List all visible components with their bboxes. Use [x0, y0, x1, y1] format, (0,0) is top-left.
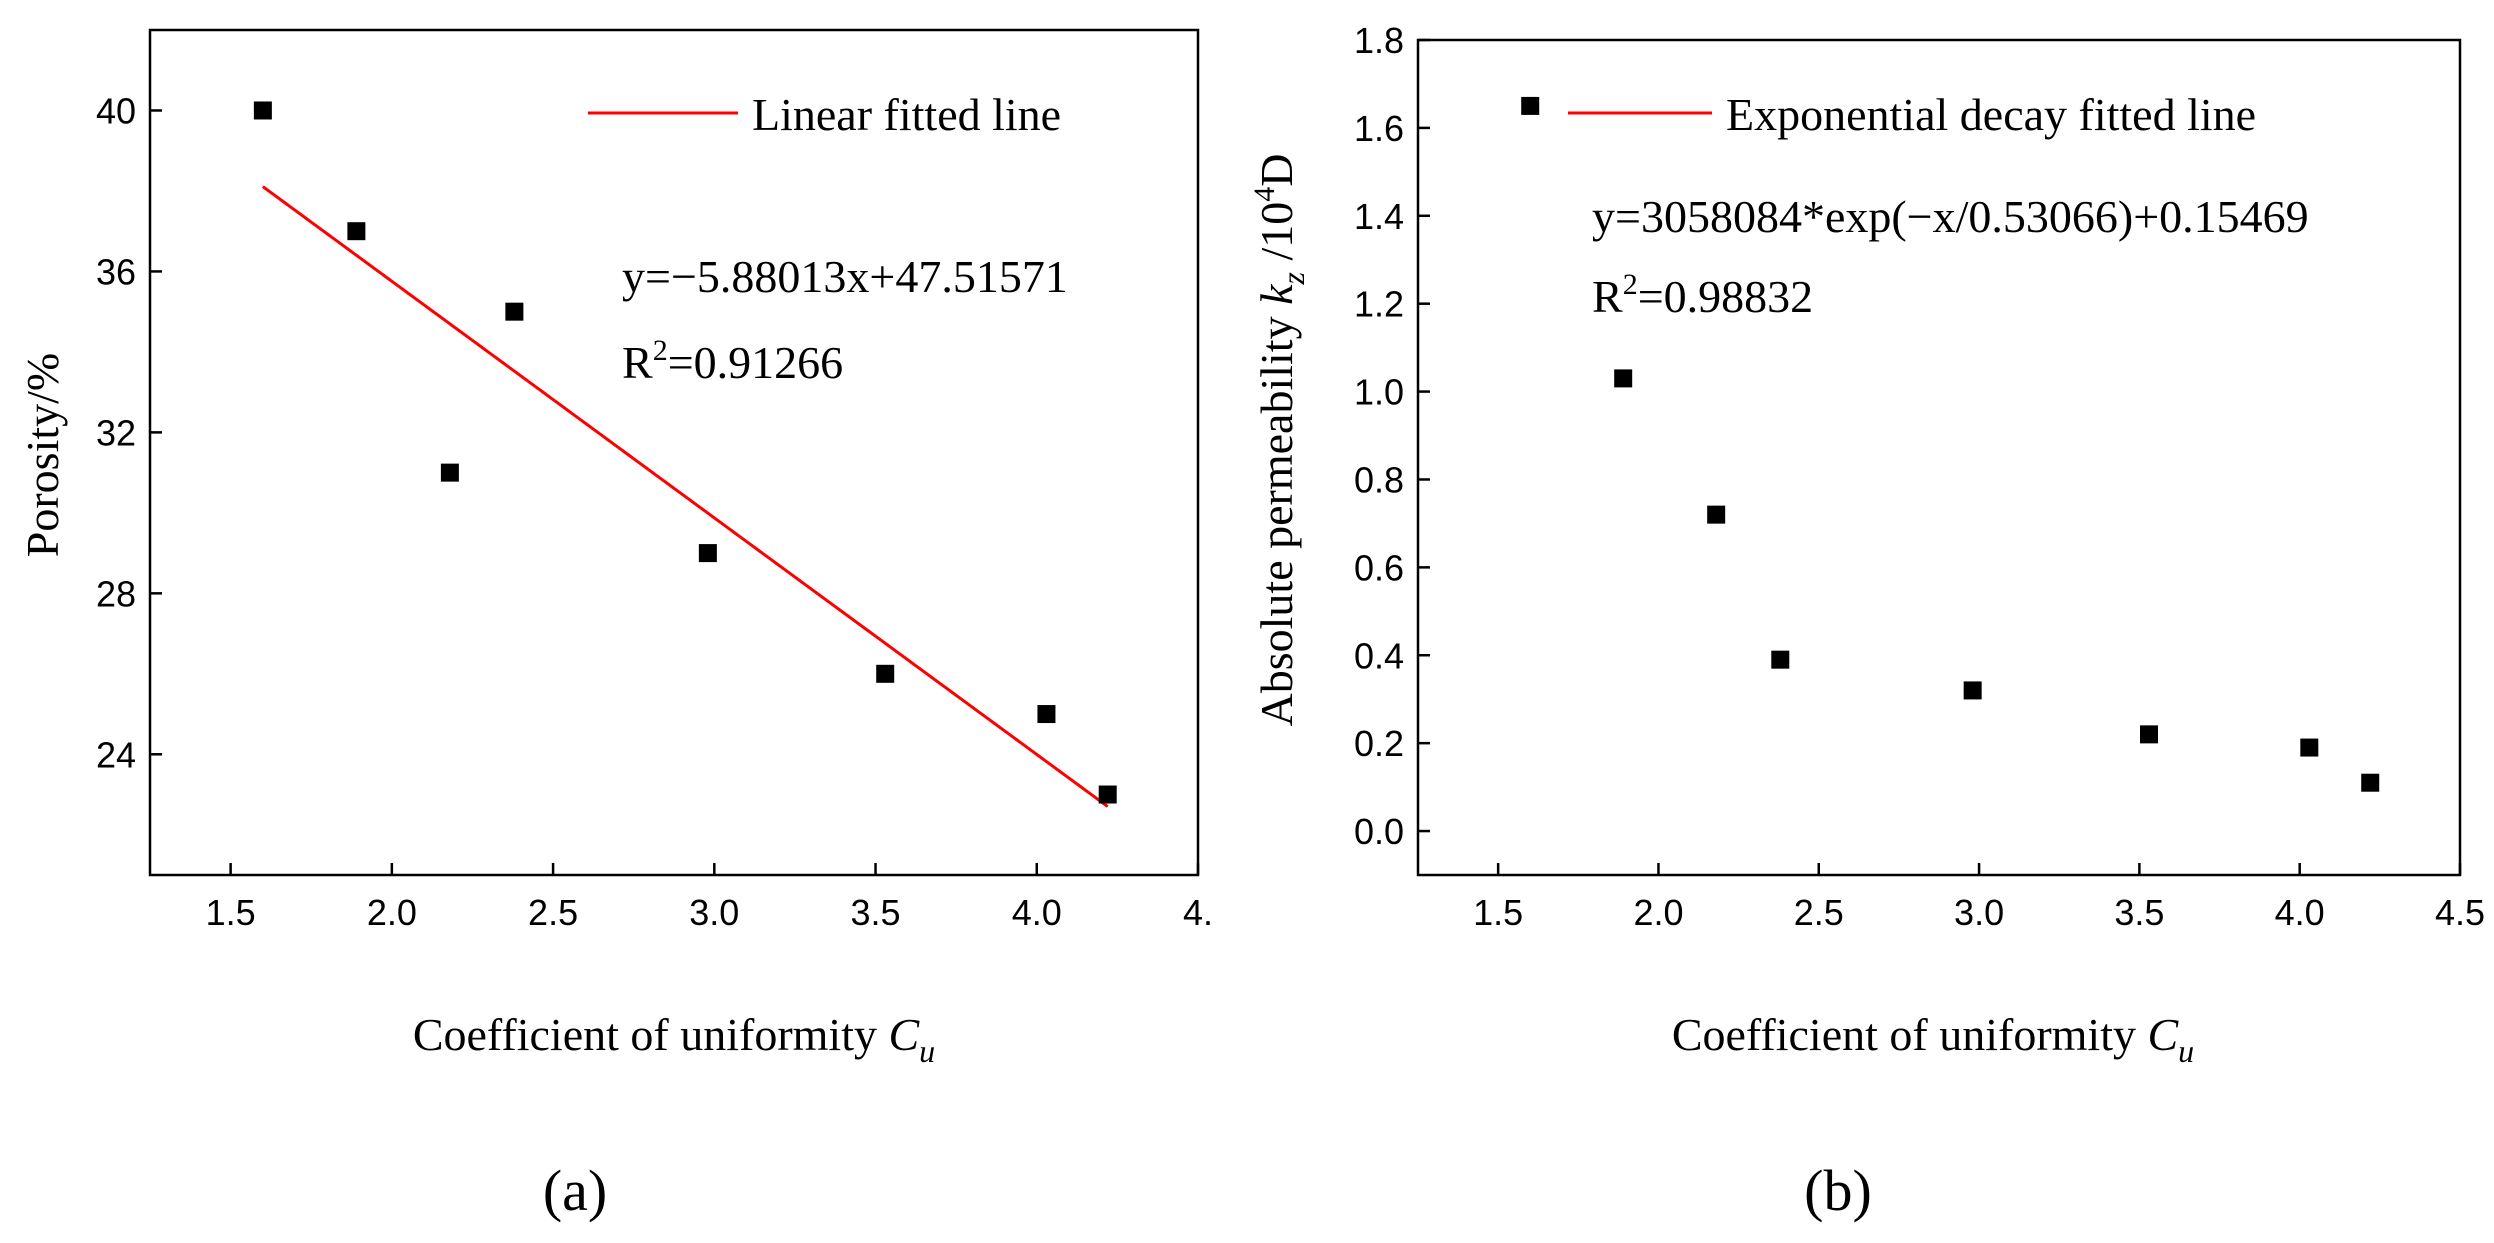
panel-a-x-tick-label: 4.: [1183, 892, 1213, 933]
panel-a-label: (a): [543, 1158, 607, 1223]
panel-b-y-tick-label: 1.4: [1354, 196, 1404, 237]
panel-a-x-tick-label: 3.5: [851, 892, 901, 933]
panel-b-legend-label: Exponential decay fitted line: [1726, 89, 2256, 140]
panel-b-data-point: [1771, 650, 1790, 669]
panel-a-y-tick-label: 40: [96, 90, 136, 131]
panel-a-points: [253, 101, 1117, 804]
panel-b-data-point: [2140, 725, 2159, 744]
panel-a-fit-layer: [261, 185, 1109, 808]
panel-a: 1.5 2.0 2.5 3.0 3.5 4.0 4. 24 28 32 36 40 Linear f…: [17, 28, 1213, 1223]
panel-a-x-tick-label: 2.5: [528, 892, 578, 933]
panel-a-x-tick-label: 4.0: [1012, 892, 1062, 933]
panel-b-plot-frame: [1416, 38, 2462, 877]
panel-a-x-tick-label: 3.0: [689, 892, 739, 933]
panel-b-data-point: [1963, 681, 1982, 700]
panel-b-ylabel-unit-suffix: D: [1251, 154, 1302, 187]
panel-a-r2-prefix: R: [622, 337, 653, 388]
panel-b-data-point: [2361, 773, 2380, 792]
panel-b-y-tick-label: 0.4: [1354, 635, 1404, 676]
panel-a-legend-label: Linear fitted line: [752, 89, 1061, 140]
panel-b-x-tick-label: 3.0: [1954, 892, 2004, 933]
panel-b-x-tick-label: 2.5: [1794, 892, 1844, 933]
panel-b-ylabel-symbol: k: [1251, 283, 1302, 305]
panel-b-x-axis-title: Coefficient of uniformity Cu: [1672, 1009, 2194, 1069]
panel-b-y-ticks: 0.0 0.2 0.4 0.6 0.8 1.0 1.2 1.4 1.6 1.8: [1354, 20, 1430, 852]
panel-a-data-point: [1037, 705, 1056, 724]
panel-b-label: (b): [1804, 1158, 1872, 1223]
panel-a-y-tick-label: 24: [96, 734, 136, 775]
panel-b-ylabel-text: Absolute permeability: [1251, 305, 1302, 727]
panel-a-xlabel-symbol: C: [888, 1009, 920, 1060]
panel-a-fit-line: [261, 185, 1109, 808]
panel-a-x-ticks: 1.5 2.0 2.5 3.0 3.5 4.0 4.: [206, 863, 1213, 933]
panel-a-y-tick-label: 36: [96, 251, 136, 292]
panel-a-data-point: [253, 101, 272, 120]
panel-b-r2-prefix: R: [1592, 271, 1623, 322]
panel-b-x-tick-label: 3.5: [2114, 892, 2164, 933]
panel-a-r2-sup: 2: [653, 334, 668, 367]
panel-b-r-squared: R2=0.98832: [1592, 268, 1813, 322]
panel-b-xlabel-sub: u: [2178, 1033, 2194, 1069]
panel-a-x-tick-label: 2.0: [367, 892, 417, 933]
panel-a-data-point: [698, 544, 717, 563]
panel-b-r2-value: =0.98832: [1638, 271, 1813, 322]
panel-b-y-tick-label: 1.2: [1354, 284, 1404, 325]
panel-b-xlabel-symbol: C: [2147, 1009, 2179, 1060]
panel-a-x-axis-title: Coefficient of uniformity Cu: [413, 1009, 935, 1069]
panel-a-xlabel-sub: u: [919, 1033, 935, 1069]
panel-a-r2-value: =0.91266: [668, 337, 843, 388]
panel-b-y-tick-label: 1.6: [1354, 108, 1404, 149]
panel-b-x-ticks: 1.5 2.0 2.5 3.0 3.5 4.0 4.5: [1473, 863, 2485, 933]
panel-a-xlabel-text: Coefficient of uniformity: [413, 1009, 889, 1060]
panel-b-y-tick-label: 0.8: [1354, 459, 1404, 500]
panel-b-y-tick-label: 0.6: [1354, 547, 1404, 588]
panel-b-data-point: [1707, 505, 1726, 524]
panel-b-xlabel-text: Coefficient of uniformity: [1672, 1009, 2148, 1060]
panel-b-x-tick-label: 4.5: [2435, 892, 2485, 933]
panel-b: 1.5 2.0 2.5 3.0 3.5 4.0 4.5 0.0 0.2 0.4 0.6 0.8 1.0…: [1248, 20, 2485, 1223]
panel-b-data-point: [1614, 369, 1633, 388]
panel-b-y-tick-label: 0.2: [1354, 723, 1404, 764]
panel-a-data-point: [876, 664, 895, 683]
panel-a-data-point: [1098, 785, 1117, 804]
panel-b-ylabel-unit-prefix: /10: [1251, 202, 1302, 272]
panel-b-x-tick-label: 2.0: [1633, 892, 1683, 933]
panel-a-data-point: [505, 302, 524, 321]
panel-b-fit-equation: y=3058084*exp(−x/0.53066)+0.15469: [1592, 191, 2309, 242]
panel-b-x-tick-label: 1.5: [1473, 892, 1523, 933]
panel-b-points: [1521, 96, 2380, 792]
panel-a-y-ticks: 24 28 32 36 40: [96, 90, 162, 775]
panel-a-y-axis-title: Porosity/%: [17, 353, 68, 557]
panel-a-data-point: [440, 463, 459, 482]
panel-a-x-tick-label: 1.5: [206, 892, 256, 933]
panel-b-ylabel-unit-sup: 4: [1248, 187, 1281, 202]
panel-b-y-tick-label: 1.0: [1354, 372, 1404, 413]
panel-b-y-tick-label: 1.8: [1354, 20, 1404, 61]
panel-b-x-tick-label: 4.0: [2275, 892, 2325, 933]
panel-b-data-point: [2300, 738, 2319, 757]
panel-a-data-point: [347, 222, 366, 241]
panel-a-fit-equation: y=−5.88013x+47.51571: [622, 251, 1068, 302]
panel-b-data-point: [1521, 96, 1540, 115]
panel-a-r-squared: R2=0.91266: [622, 334, 843, 388]
panel-a-y-tick-label: 28: [96, 573, 136, 614]
panel-a-plot-frame: [148, 28, 1200, 877]
panel-a-y-tick-label: 32: [96, 412, 136, 453]
panel-b-y-tick-label: 0.0: [1354, 811, 1404, 852]
panel-b-y-axis-title: Absolute permeability kz /104D: [1248, 154, 1311, 727]
panel-b-ylabel-sub: z: [1275, 271, 1311, 285]
panel-b-r2-sup: 2: [1623, 268, 1638, 301]
